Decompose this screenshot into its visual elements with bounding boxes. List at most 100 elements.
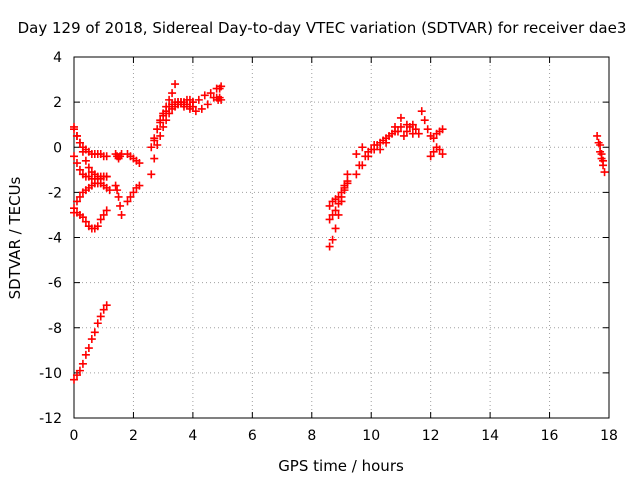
data-point	[102, 172, 111, 181]
data-point	[78, 213, 87, 222]
data-point	[70, 204, 78, 213]
data-point	[358, 143, 367, 152]
data-point	[429, 134, 438, 143]
data-point	[203, 100, 212, 109]
x-tick-label: 6	[248, 428, 257, 444]
data-point	[600, 168, 609, 177]
data-point	[96, 312, 105, 321]
series-arc-x	[399, 120, 423, 140]
data-point	[168, 89, 177, 98]
data-point	[117, 210, 126, 219]
data-point	[116, 201, 125, 210]
y-tick-label: 2	[53, 95, 62, 111]
data-point	[159, 122, 168, 131]
data-point	[408, 120, 417, 129]
data-point	[593, 131, 602, 140]
data-point	[179, 102, 188, 111]
data-point	[217, 95, 226, 104]
series-arc-h	[111, 181, 126, 219]
data-point	[331, 206, 340, 215]
data-point	[150, 154, 159, 163]
data-point	[402, 127, 411, 136]
x-tick-label: 2	[129, 428, 138, 444]
data-point	[328, 210, 337, 219]
series-arc-c	[70, 152, 111, 183]
data-point	[364, 147, 373, 156]
data-point	[156, 131, 165, 140]
data-point	[123, 197, 132, 206]
data-point	[75, 192, 84, 201]
data-point	[331, 224, 340, 233]
data-point	[102, 301, 111, 310]
series-arc-f	[70, 301, 111, 384]
data-point	[355, 161, 364, 170]
data-point	[90, 328, 99, 337]
data-point	[126, 192, 135, 201]
data-points	[70, 80, 609, 384]
data-point	[376, 145, 385, 154]
data-point	[96, 215, 105, 224]
data-point	[352, 170, 361, 179]
data-point	[93, 319, 102, 328]
data-point	[147, 170, 156, 179]
data-point	[414, 129, 423, 138]
data-point	[129, 188, 138, 197]
data-point	[72, 159, 81, 168]
grid	[74, 57, 609, 418]
data-point	[174, 98, 183, 107]
data-point	[200, 91, 209, 100]
series-arc-y	[417, 107, 447, 143]
data-point	[385, 131, 394, 140]
data-point	[81, 217, 90, 226]
series-arc-i	[123, 150, 144, 168]
y-tick-label: -4	[48, 231, 62, 247]
data-point	[147, 143, 156, 152]
x-tick-label: 4	[188, 428, 197, 444]
tick-labels: 0 2 4 6 8 10 12 14 16 18 -12 -10 -8 -6 -4 -2 0 2 4	[39, 50, 618, 444]
x-tick-label: 10	[362, 428, 380, 444]
data-point	[206, 89, 215, 98]
data-point	[325, 201, 334, 210]
y-tick-label: 0	[53, 140, 62, 156]
data-point	[84, 163, 93, 172]
data-point	[72, 197, 81, 206]
data-point	[217, 82, 226, 91]
data-point	[171, 80, 180, 89]
data-point	[153, 125, 162, 134]
data-point	[438, 125, 447, 134]
data-point	[599, 156, 608, 165]
data-point	[75, 138, 84, 147]
data-point	[399, 131, 408, 140]
data-point	[70, 375, 78, 384]
data-point	[70, 125, 78, 134]
data-point	[99, 305, 108, 314]
data-point	[197, 104, 206, 113]
data-point	[99, 210, 108, 219]
data-point	[391, 122, 399, 131]
series-arc-g	[111, 150, 126, 163]
data-point	[597, 150, 606, 159]
data-point	[78, 147, 87, 156]
data-point	[162, 102, 171, 111]
series-arc-p	[212, 93, 226, 104]
data-point	[150, 136, 159, 145]
plot-frame	[73, 56, 610, 419]
data-point	[191, 107, 200, 116]
data-point	[81, 156, 90, 165]
data-point	[135, 159, 144, 168]
data-point	[328, 235, 337, 244]
data-point	[596, 140, 605, 149]
series-arc-e	[70, 179, 114, 213]
series-arc-o	[188, 82, 226, 107]
data-point	[429, 147, 438, 156]
y-tick-label: -12	[39, 411, 62, 427]
data-point	[396, 113, 405, 122]
data-point	[423, 125, 432, 134]
data-point	[81, 350, 90, 359]
data-point	[87, 335, 96, 344]
data-point	[194, 95, 203, 104]
y-tick-label: -8	[48, 321, 62, 337]
data-point	[111, 181, 120, 190]
series-arc-j	[123, 181, 144, 206]
